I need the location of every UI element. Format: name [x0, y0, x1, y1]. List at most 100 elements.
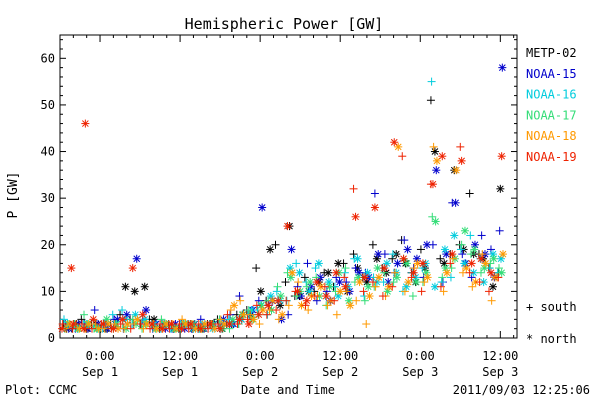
data-point-north [324, 278, 333, 287]
x-tick-label-time: 12:00 [322, 349, 358, 363]
data-point-north [390, 138, 399, 147]
data-point-south [390, 268, 399, 277]
data-point-north [302, 296, 311, 305]
data-point-south [330, 296, 339, 305]
data-point-north [412, 278, 421, 287]
data-point-south [302, 282, 311, 291]
data-point-south [310, 292, 319, 301]
data-point-north [266, 245, 275, 254]
data-point-north [258, 203, 267, 212]
data-point-north [451, 198, 460, 207]
data-point-south [438, 273, 447, 282]
data-point-south [477, 231, 486, 240]
data-point-south [130, 320, 139, 329]
data-point-south [379, 278, 388, 287]
data-point-north [496, 184, 505, 193]
data-point-south [448, 254, 457, 263]
data-point-south [80, 310, 89, 319]
data-point-north [393, 259, 402, 268]
data-point-south [426, 96, 435, 105]
data-point-north [428, 180, 437, 189]
series-legend: METP-02 NOAA-15 NOAA-16 NOAA-17 NOAA-18 NOAA-… [526, 46, 577, 164]
data-point-south [90, 306, 99, 315]
data-point-south [341, 264, 350, 273]
legend-entry: NOAA-19 [526, 150, 577, 164]
data-point-north [432, 166, 441, 175]
data-point-south [456, 245, 465, 254]
data-point-north [274, 296, 283, 305]
data-point-north [334, 259, 343, 268]
data-point-south [294, 278, 303, 287]
data-point-north [470, 245, 479, 254]
data-point-north [225, 320, 234, 329]
data-point-south [458, 268, 467, 277]
data-point-north [142, 306, 151, 315]
data-point-south [274, 315, 283, 324]
data-point-north [278, 310, 287, 319]
data-point-north [138, 310, 147, 319]
legend-entry: NOAA-16 [526, 88, 577, 102]
data-point-north [402, 259, 411, 268]
data-point-south [388, 254, 397, 263]
data-point-south [60, 315, 69, 324]
data-point-south [380, 250, 389, 259]
x-tick-label-time: 12:00 [162, 349, 198, 363]
data-point-north [239, 310, 248, 319]
data-point-north [121, 282, 130, 291]
data-point-north [230, 301, 239, 310]
data-point-north [80, 324, 89, 333]
data-point-south [436, 282, 445, 291]
y-tick-label: 60 [41, 51, 55, 65]
data-point-north [109, 324, 118, 333]
data-point-south [400, 287, 409, 296]
data-point-north [440, 245, 449, 254]
data-point-north [130, 287, 139, 296]
data-point-south [255, 320, 264, 329]
data-point-south [352, 296, 361, 305]
chart-title: Hemispheric Power [GW] [185, 15, 384, 33]
data-point-north [392, 273, 401, 282]
data-point-north [486, 268, 495, 277]
data-point-north [404, 278, 413, 287]
x-tick-label-date: Sep 1 [162, 365, 198, 379]
data-point-south [371, 282, 380, 291]
data-point-south [323, 301, 332, 310]
y-axis-ticks: 0 10 20 30 40 50 60 [41, 39, 517, 345]
data-point-north [254, 310, 263, 319]
data-point-north [132, 254, 141, 263]
data-point-north [58, 324, 67, 333]
y-tick-label: 10 [41, 284, 55, 298]
data-point-north [322, 292, 331, 301]
data-point-south [300, 273, 309, 282]
data-point-south [272, 306, 281, 315]
data-point-south [389, 278, 398, 287]
legend-entry: METP-02 [526, 46, 577, 60]
data-point-south [359, 287, 368, 296]
x-tick-label-time: 12:00 [482, 349, 518, 363]
data-point-north [346, 301, 355, 310]
marker-legend-north: * north [526, 332, 577, 346]
data-point-south [400, 236, 409, 245]
data-point-north [488, 282, 497, 291]
data-point-south [332, 310, 341, 319]
data-point-north [497, 268, 506, 277]
data-point-south [312, 273, 321, 282]
data-point-north [67, 264, 76, 273]
data-point-south [458, 250, 467, 259]
data-point-south [428, 212, 437, 221]
data-point-south [292, 292, 301, 301]
data-point-north [216, 324, 225, 333]
data-point-north [380, 264, 389, 273]
data-point-south [244, 306, 253, 315]
data-point-south [468, 282, 477, 291]
data-point-south [360, 296, 369, 305]
data-point-south [282, 296, 291, 305]
data-point-south [139, 324, 148, 333]
data-point-south [303, 259, 312, 268]
data-point-south [236, 296, 245, 305]
data-point-north [186, 320, 195, 329]
data-point-south [465, 189, 474, 198]
data-point-south [368, 278, 377, 287]
data-point-north [438, 152, 447, 161]
data-point-south [340, 273, 349, 282]
